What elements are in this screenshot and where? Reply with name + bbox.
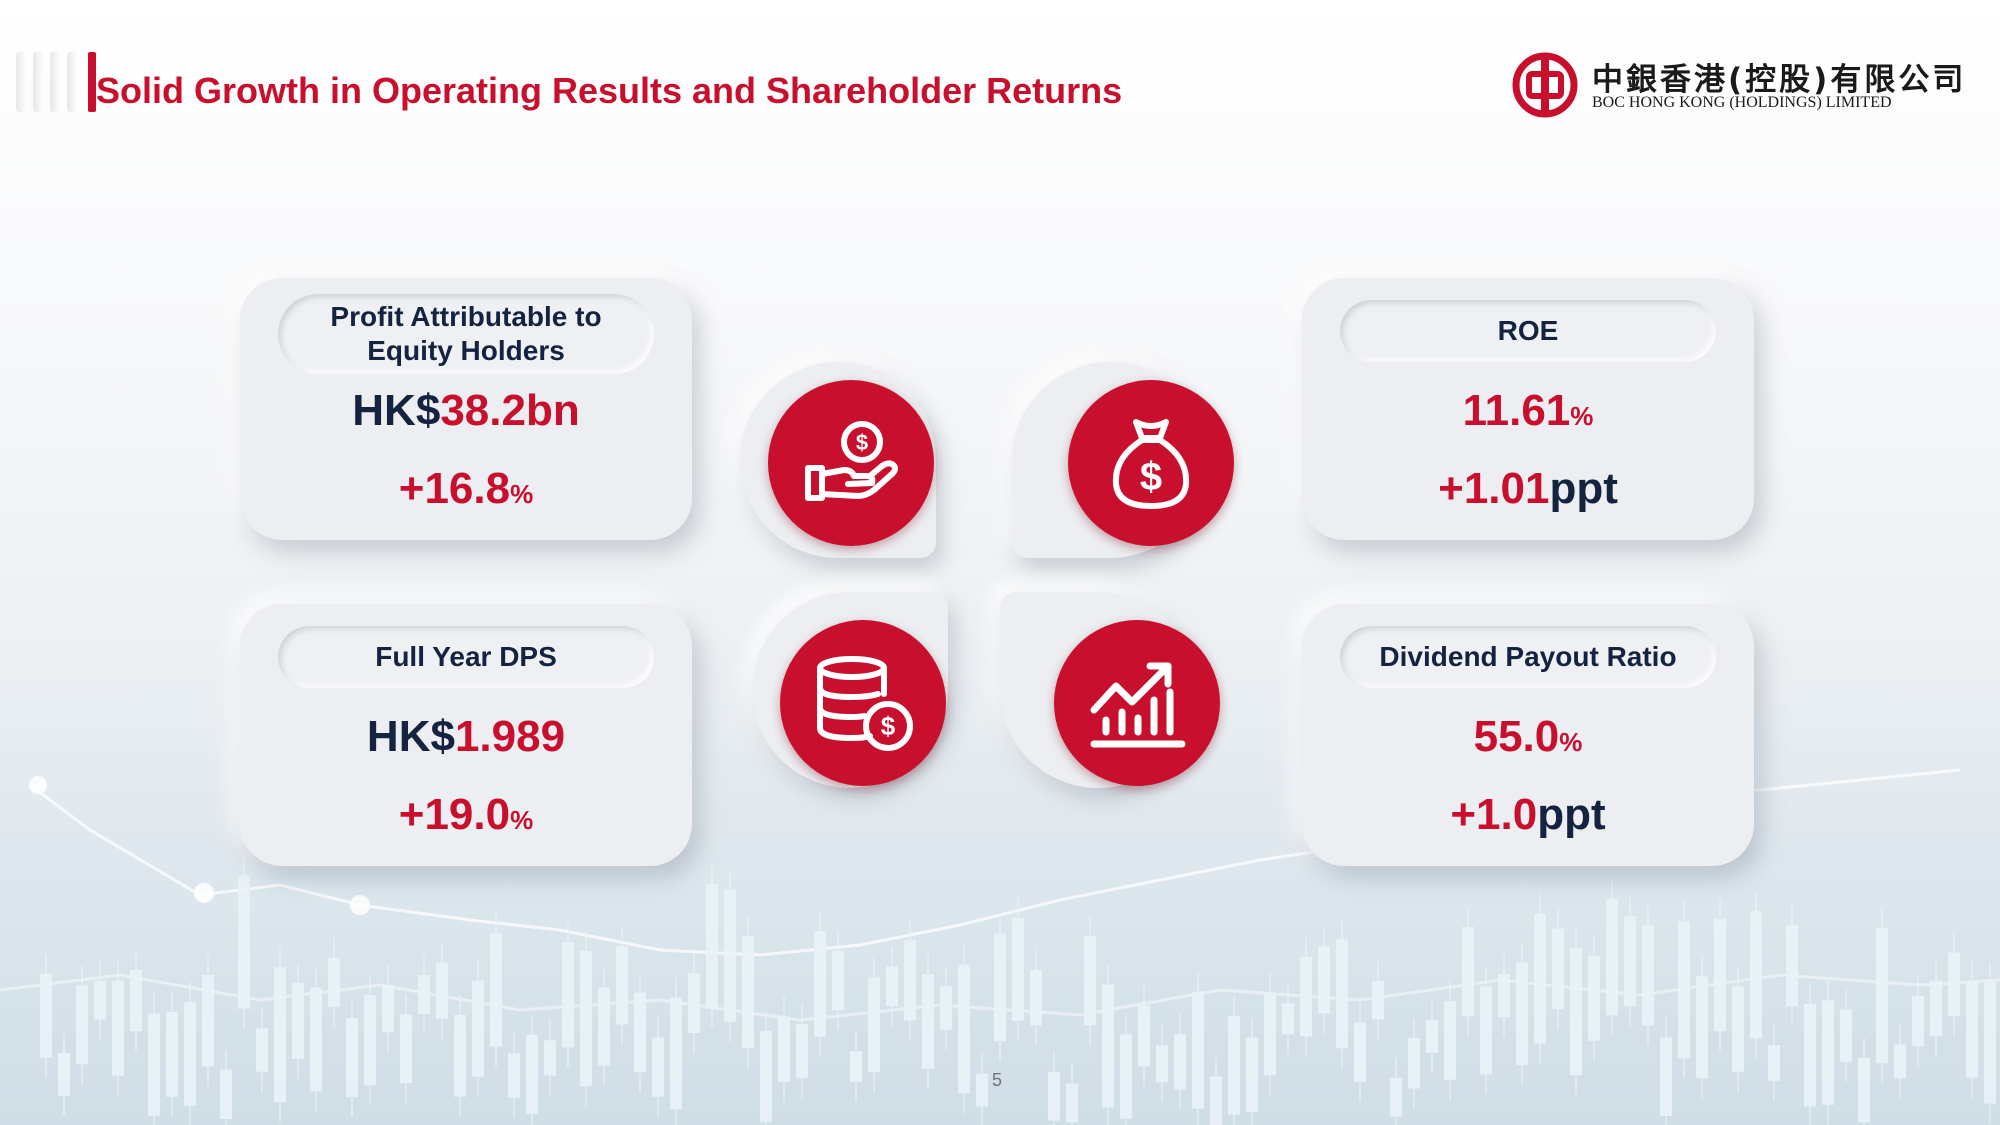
payout-value: 55.0% [1473,712,1583,761]
roe-card: ROE 11.61% +1.01ppt [1302,278,1754,540]
profit-value: HK$38.2bn [352,386,580,435]
roe-card-label: ROE [1340,300,1716,362]
profit-card-label: Profit Attributable to Equity Holders [278,294,654,374]
money-bag-icon: $ [1068,380,1234,546]
logo-chinese-name: 中銀香港(控股)有限公司 [1592,62,1967,98]
payout-card-label: Dividend Payout Ratio [1340,626,1716,688]
boc-logo-icon [1512,52,1578,118]
coin-stack-icon: $ [780,620,946,786]
dps-value: HK$1.989 [366,712,566,761]
profit-card: Profit Attributable to Equity Holders HK… [240,278,692,540]
svg-text:$: $ [881,711,896,741]
hand-coin-icon: $ [768,380,934,546]
dps-card-label: Full Year DPS [278,626,654,688]
page-number: 5 [992,1070,1003,1090]
roe-change: +1.01ppt [1438,464,1618,513]
profit-change: +16.8% [398,464,534,513]
logo-english-name: BOC HONG KONG (HOLDINGS) LIMITED [1592,94,1892,111]
page-title: Solid Growth in Operating Results and Sh… [96,70,1123,111]
roe-value: 11.61% [1462,386,1594,435]
payout-card: Dividend Payout Ratio 55.0% +1.0ppt [1302,604,1754,866]
svg-text:$: $ [1140,455,1162,499]
dps-change: +19.0% [398,790,534,839]
growth-chart-icon [1054,620,1220,786]
title-accent-bars [16,52,96,112]
payout-change: +1.0ppt [1450,790,1606,839]
company-logo: 中銀香港(控股)有限公司 BOC HONG KONG (HOLDINGS) LI… [1512,50,1963,120]
dps-card: Full Year DPS HK$1.989 +19.0% [240,604,692,866]
svg-text:$: $ [856,430,868,455]
